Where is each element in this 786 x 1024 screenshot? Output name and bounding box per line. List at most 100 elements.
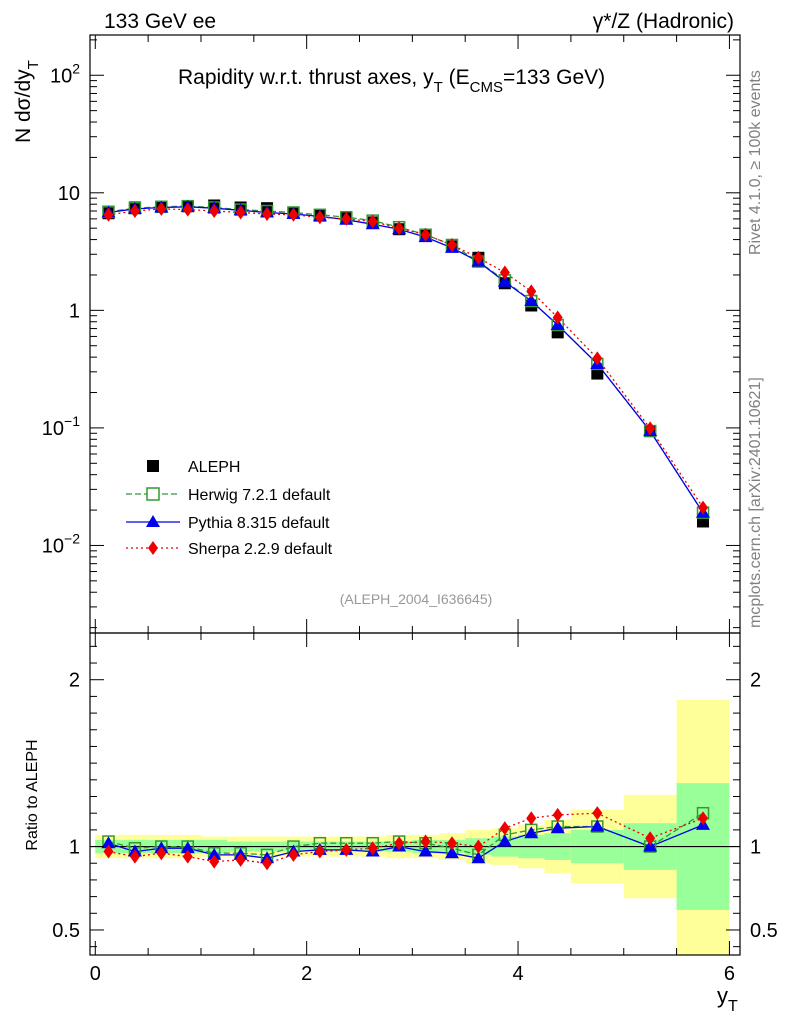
ratio-point-pythia <box>471 851 486 864</box>
main-y-tick-exp: −1 <box>64 413 80 429</box>
ratio-ylabel: Ratio to ALEPH <box>24 739 41 850</box>
ratio-y-tick-label-right: 1 <box>750 837 761 859</box>
main-point-sherpa <box>592 351 603 366</box>
main-point-sherpa <box>552 310 563 325</box>
ratio-point-pythia <box>643 839 658 852</box>
rivet-label: Rivet 4.1.0, ≥ 100k events <box>747 70 764 255</box>
ratio-point-sherpa <box>182 849 193 864</box>
ratio-x-tick-label: 4 <box>512 963 523 985</box>
legend-entry-sherpa: Sherpa 2.2.9 default <box>126 541 333 558</box>
legend-entry-pythia: Pythia 8.315 default <box>126 515 330 532</box>
main-marks <box>101 199 711 528</box>
ratio-point-sherpa <box>552 807 563 822</box>
main-y-tick-base: 10 <box>42 418 64 440</box>
ratio-point-pythia <box>180 841 195 854</box>
ratio-point-pythia <box>550 821 565 834</box>
ratio-marks <box>101 806 711 871</box>
main-y-tick-label: 102 <box>50 60 80 87</box>
mcplots-label: mcplots.cern.ch [arXiv:2401.10621] <box>747 377 764 628</box>
main-y-tick-label: 10−2 <box>42 530 80 557</box>
ratio-y-tick-label: 1 <box>69 837 80 859</box>
ratio-point-sherpa <box>367 841 378 856</box>
ratio-point-sherpa <box>473 839 484 854</box>
ratio-point-sherpa <box>235 852 246 867</box>
legend-label-pythia: Pythia 8.315 default <box>188 515 330 532</box>
main-point-sherpa <box>314 210 325 225</box>
main-y-tick-label-text: 1 <box>69 300 80 322</box>
ratio-point-sherpa <box>288 847 299 862</box>
ratio-point-pythia <box>524 826 539 839</box>
main-point-sherpa <box>182 202 193 217</box>
ratio-panel: 0 2 4 6 0.5 0.5 1 1 2 2 Ratio to ALEPH yT <box>24 632 778 1015</box>
main-point-pythia <box>497 274 512 287</box>
ratio-point-sherpa <box>129 849 140 864</box>
main-y-tick-base: 10 <box>50 65 72 87</box>
legend-label-herwig: Herwig 7.2.1 default <box>188 487 331 504</box>
legend-marker-herwig <box>146 487 160 501</box>
ratio-point-sherpa <box>156 846 167 861</box>
main-point-sherpa <box>645 421 656 436</box>
legend-marker-aleph <box>147 460 159 472</box>
main-point-sherpa <box>698 500 709 515</box>
ratio-ticks: 0 2 4 6 0.5 0.5 1 1 2 2 <box>52 633 778 985</box>
main-point-sherpa <box>103 207 114 222</box>
main-point-sherpa <box>129 204 140 219</box>
main-point-sherpa <box>262 207 273 222</box>
main-point-sherpa <box>288 207 299 222</box>
ratio-point-sherpa <box>394 836 405 851</box>
main-point-sherpa <box>420 227 431 242</box>
legend-marker-pythia <box>146 515 160 527</box>
ratio-point-sherpa <box>698 811 709 826</box>
ratio-point-sherpa <box>314 844 325 859</box>
main-point-sherpa <box>367 214 378 229</box>
ratio-point-pythia <box>590 819 605 832</box>
ratio-point-sherpa <box>645 831 656 846</box>
ratio-bands <box>95 699 730 955</box>
main-point-pythia <box>524 294 539 307</box>
ratio-y-tick-label: 2 <box>69 670 80 692</box>
main-point-sherpa <box>209 204 220 219</box>
ratio-point-pythia <box>207 847 222 860</box>
ratio-frame <box>89 632 741 956</box>
legend: ALEPH Herwig 7.2.1 default Pythia 8.315 … <box>126 459 333 558</box>
ratio-point-sherpa <box>262 856 273 871</box>
ratio-xlabel: yT <box>717 983 738 1015</box>
ratio-y-tick-label-right: 0.5 <box>750 920 778 942</box>
main-point-sherpa <box>446 237 457 252</box>
ratio-point-sherpa <box>592 806 603 821</box>
ratio-point-sherpa <box>209 854 220 869</box>
main-y-tick-label: 10−1 <box>42 413 80 440</box>
ratio-point-sherpa <box>526 811 537 826</box>
main-y-tick-label: 10 <box>58 183 80 205</box>
analysis-tag: (ALEPH_2004_I636645) <box>340 591 493 607</box>
legend-marker-sherpa <box>148 541 158 555</box>
ratio-point-pythia <box>497 834 512 847</box>
main-y-tick-base: 10 <box>42 535 64 557</box>
main-title: Rapidity w.r.t. thrust axes, yT (ECMS=13… <box>178 66 605 96</box>
main-y-tick-exp: −2 <box>64 530 80 546</box>
main-point-sherpa <box>156 201 167 216</box>
ratio-y-tick-label: 0.5 <box>52 920 80 942</box>
ratio-point-sherpa <box>341 842 352 857</box>
main-ylabel: N dσ/dyT <box>12 60 42 143</box>
main-point-sherpa <box>526 284 537 299</box>
ratio-point-sherpa <box>103 844 114 859</box>
main-y-tick-exp: 2 <box>72 60 80 76</box>
ratio-point-sherpa <box>446 836 457 851</box>
ratio-point-sherpa <box>499 821 510 836</box>
header-left: 133 GeV ee <box>104 10 216 33</box>
main-point-data <box>591 367 604 380</box>
header-right: γ*/Z (Hadronic) <box>593 10 734 33</box>
ratio-y-tick-label-right: 2 <box>750 670 761 692</box>
ratio-x-tick-label: 0 <box>90 963 101 985</box>
ratio-x-tick-label: 6 <box>724 963 735 985</box>
legend-entry-aleph: ALEPH <box>147 459 240 476</box>
ratio-point-pythia <box>418 844 433 857</box>
ratio-point-pythia <box>444 846 459 859</box>
main-y-tick-label-text: 10 <box>58 183 80 205</box>
main-point-sherpa <box>235 205 246 220</box>
main-y-tick-label: 1 <box>69 300 80 322</box>
